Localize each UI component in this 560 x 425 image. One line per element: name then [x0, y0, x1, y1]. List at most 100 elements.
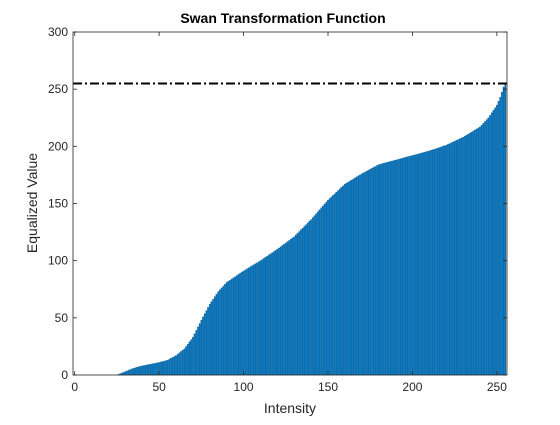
bar — [470, 131, 473, 376]
bar — [306, 222, 309, 376]
bar — [188, 341, 191, 376]
bar — [261, 259, 263, 376]
bar — [320, 207, 323, 376]
bar — [414, 154, 417, 376]
bar — [276, 249, 279, 376]
bar — [463, 136, 466, 376]
bar — [423, 152, 426, 376]
bar — [251, 265, 253, 376]
bar — [475, 128, 478, 376]
x-axis-label: Intensity — [264, 400, 316, 416]
bar — [193, 333, 196, 376]
bar — [472, 130, 475, 376]
bar — [389, 161, 392, 376]
bar — [354, 177, 356, 376]
bars-layer — [117, 83, 507, 376]
bar — [438, 147, 441, 376]
bar — [168, 359, 171, 376]
bar — [408, 156, 410, 376]
bar — [290, 239, 292, 376]
bar — [357, 175, 360, 376]
bar — [489, 115, 491, 376]
bar — [384, 162, 387, 376]
bar — [252, 264, 255, 376]
y-tick-label: 50 — [55, 311, 69, 325]
x-tick-label: 100 — [234, 380, 254, 394]
bar — [345, 182, 348, 376]
bar — [141, 365, 144, 376]
bar — [241, 271, 243, 376]
bar — [259, 260, 262, 376]
bar — [467, 133, 469, 376]
bar — [492, 110, 495, 376]
bar — [283, 244, 285, 376]
bar — [301, 227, 304, 376]
bar — [144, 365, 147, 376]
bar — [178, 352, 181, 376]
bar — [441, 146, 444, 376]
bar — [313, 215, 316, 376]
bar — [247, 267, 250, 376]
bar — [416, 153, 419, 376]
bar — [452, 141, 454, 376]
bar — [215, 293, 218, 376]
bar — [200, 319, 203, 376]
bar — [445, 145, 448, 376]
bar — [323, 203, 326, 376]
bar — [225, 282, 228, 376]
bar — [364, 171, 366, 376]
bar — [371, 168, 373, 376]
y-axis-label: Equalized Value — [24, 153, 40, 253]
bar — [286, 241, 289, 376]
bar — [244, 269, 247, 376]
bar — [176, 354, 179, 376]
bar — [180, 351, 182, 376]
bar — [208, 303, 211, 376]
bar — [124, 371, 127, 376]
x-tick-label: 200 — [402, 380, 422, 394]
bar — [448, 143, 451, 376]
bar — [217, 291, 220, 376]
bar — [224, 284, 226, 376]
bar — [139, 366, 142, 376]
y-tick-label: 300 — [48, 25, 68, 39]
bar — [202, 316, 204, 376]
bar — [447, 144, 449, 376]
bar — [269, 253, 272, 376]
bar — [382, 163, 385, 376]
bar — [232, 277, 235, 376]
bar — [436, 147, 439, 376]
bar — [381, 163, 383, 376]
bar — [262, 258, 265, 376]
bar — [284, 242, 287, 376]
bar — [333, 193, 336, 376]
bar — [477, 127, 480, 376]
bar — [458, 138, 461, 376]
x-tick-label: 50 — [152, 380, 166, 394]
bar — [288, 240, 290, 376]
bar — [185, 346, 187, 376]
bar — [391, 160, 393, 376]
bar — [340, 187, 343, 376]
bar — [347, 181, 350, 376]
bar — [129, 369, 132, 376]
bar — [362, 172, 365, 376]
bar — [281, 245, 284, 376]
bar — [484, 121, 486, 376]
bar — [425, 151, 427, 376]
bar — [328, 198, 331, 376]
bar — [474, 129, 476, 376]
bar — [315, 213, 318, 376]
bar — [487, 117, 490, 376]
bar — [406, 156, 409, 376]
bar — [156, 362, 159, 376]
bar — [205, 310, 208, 376]
bar — [430, 150, 432, 376]
bar — [257, 261, 260, 376]
bar — [165, 360, 167, 376]
bar — [504, 83, 507, 376]
bar — [122, 372, 125, 376]
bar — [317, 211, 319, 376]
bar — [154, 362, 157, 376]
